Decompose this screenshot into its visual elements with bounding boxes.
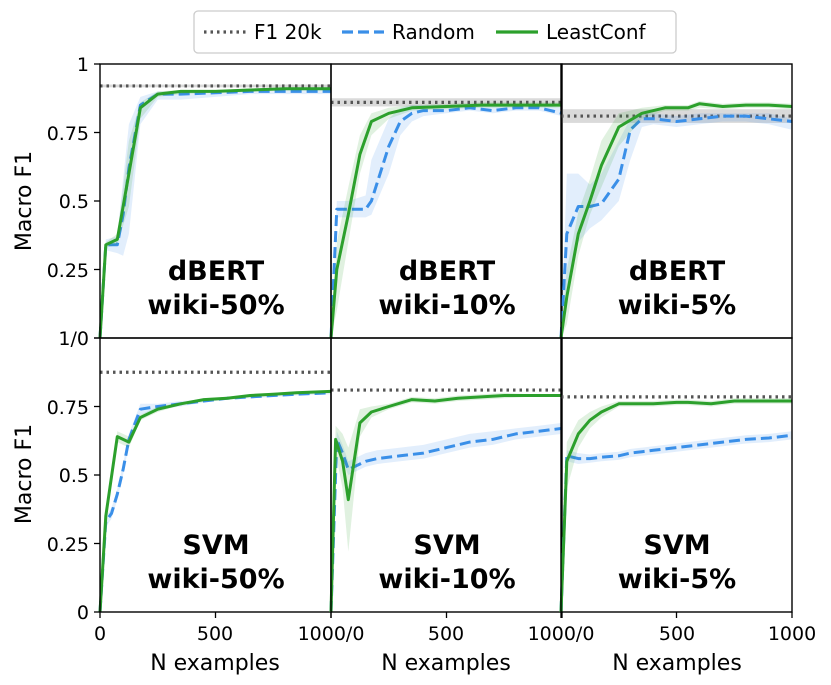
random-confidence-band — [561, 113, 792, 338]
leastconf-confidence-band — [561, 398, 792, 612]
x-axis-label-left: N examples — [150, 651, 280, 676]
y-tick-label-bottom-0: 0 — [77, 602, 89, 624]
y-tick-label-top-025: 0.25 — [47, 260, 89, 282]
panel-dataset-label: wiki-5% — [618, 564, 736, 595]
random-line — [559, 114, 793, 339]
panel-model-label: SVM — [643, 530, 710, 561]
y-axis-label-top: Macro F1 — [12, 151, 37, 251]
y-tick-label-bottom-05: 0.5 — [59, 465, 89, 487]
baseline-band — [331, 98, 562, 107]
y-tick-label-bottom-075: 0.75 — [47, 397, 89, 419]
legend-label-baseline: F1 20k — [254, 20, 322, 44]
panel-dataset-label: wiki-5% — [618, 290, 736, 321]
x-tick-label-junction-b: 1000/0 — [528, 623, 595, 645]
legend-label-leastconf: LeastConf — [546, 20, 646, 44]
x-tick-label-500-a: 500 — [197, 623, 233, 645]
x-tick-label-500-b: 500 — [428, 623, 464, 645]
y-tick-label-bottom-025: 0.25 — [47, 534, 89, 556]
legend-frame — [193, 10, 677, 54]
panel-dataset-label: wiki-50% — [147, 290, 284, 321]
x-axis-label-middle: N examples — [381, 651, 511, 676]
leastconf-line — [329, 394, 562, 613]
leastconf-line — [559, 102, 793, 339]
y-axis-label-bottom: Macro F1 — [12, 424, 37, 524]
random-confidence-band — [331, 105, 562, 338]
random-line — [559, 433, 793, 613]
y-tick-label-top-1: 1 — [77, 54, 89, 76]
panel-dataset-label: wiki-10% — [378, 290, 515, 321]
legend: F1 20k Random LeastConf — [193, 10, 677, 54]
y-axis-label-group: Macro F1 Macro F1 — [12, 151, 37, 524]
y-tick-label-top-05: 0.5 — [59, 191, 89, 213]
y-tick-label-junction: 1/0 — [58, 328, 89, 350]
x-axis-labels: N examples N examples N examples — [150, 651, 742, 676]
x-axis-label-right: N examples — [612, 651, 742, 676]
x-tick-labels: 0 500 1000/0 500 1000/0 500 1000 — [94, 623, 816, 645]
panel-dataset-label: wiki-50% — [147, 564, 284, 595]
leastconf-line — [98, 87, 331, 339]
x-tick-label-500-c: 500 — [659, 623, 695, 645]
leastconf-line — [329, 103, 562, 339]
random-line — [329, 426, 563, 613]
panel-dataset-label: wiki-10% — [378, 564, 515, 595]
panel-model-label: SVM — [182, 530, 249, 561]
leastconf-line — [98, 389, 332, 613]
x-tick-label-0: 0 — [94, 623, 106, 645]
panel-model-label: dBERT — [168, 256, 265, 287]
y-tick-labels: 1 0.75 0.5 0.25 1/0 0.75 0.5 0.25 0 — [47, 54, 89, 624]
panels-group: dBERTwiki-50%dBERTwiki-10%dBERTwiki-5%SV… — [94, 63, 793, 618]
baseline-band — [561, 109, 792, 123]
leastconf-line — [559, 399, 792, 613]
panel-model-label: SVM — [413, 530, 480, 561]
y-tick-label-top-075: 0.75 — [47, 123, 89, 145]
random-line — [98, 391, 332, 613]
baseline-band — [100, 84, 331, 88]
panel-model-label: dBERT — [399, 256, 496, 287]
panel-model-label: dBERT — [629, 256, 726, 287]
random-line — [329, 106, 563, 339]
x-tick-label-junction-a: 1000/0 — [298, 623, 365, 645]
x-tick-label-1000: 1000 — [768, 623, 816, 645]
legend-label-random: Random — [392, 20, 475, 44]
